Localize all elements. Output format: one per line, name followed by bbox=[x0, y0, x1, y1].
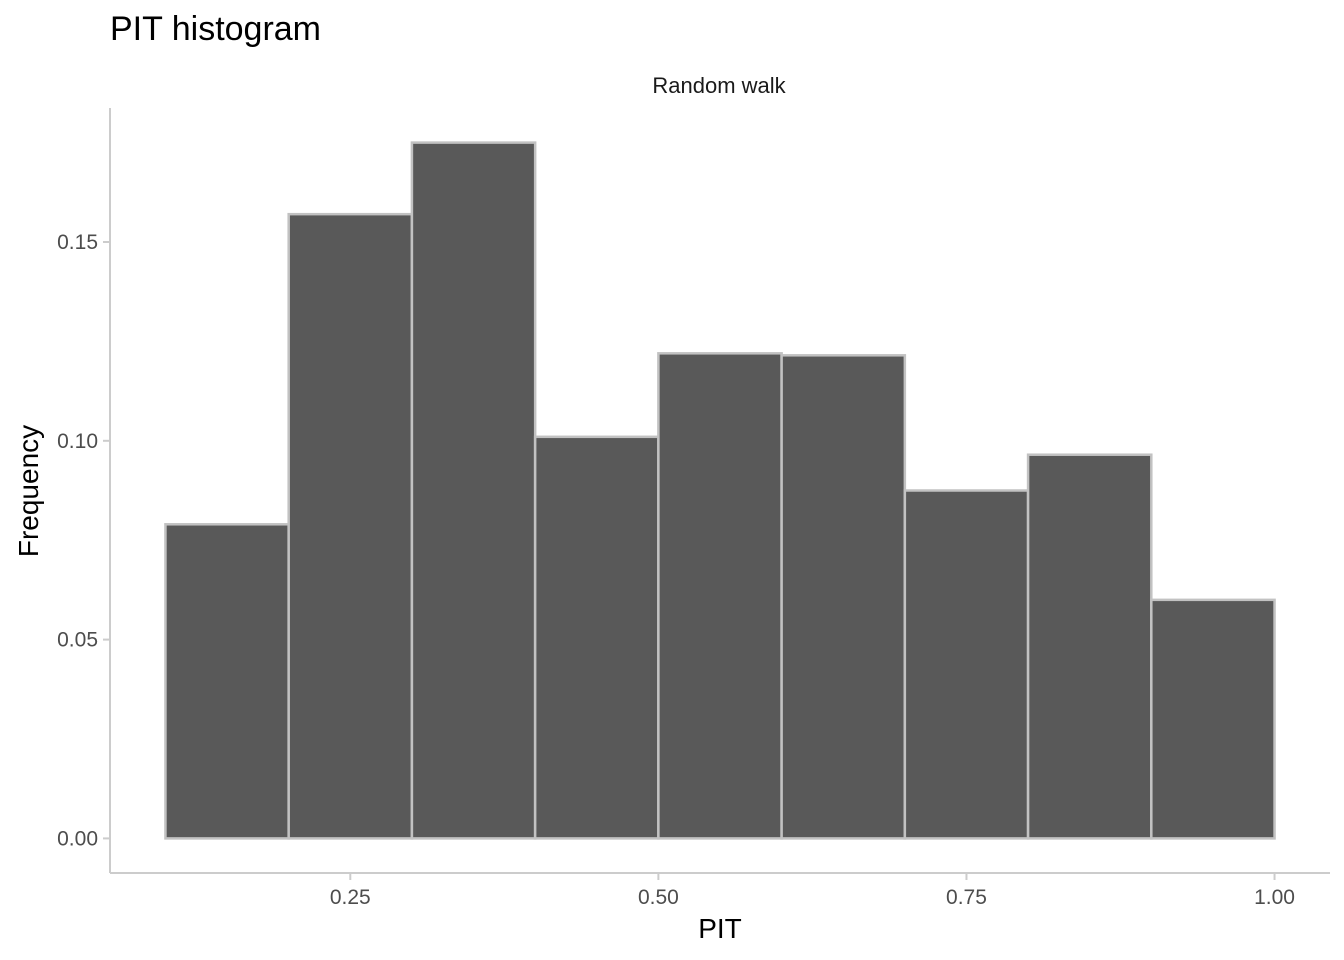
x-tick-label: 0.25 bbox=[330, 886, 371, 909]
histogram-bar-2 bbox=[287, 212, 414, 840]
y-ticks-group: 0.00 0.05 0.10 0.15 bbox=[57, 231, 110, 850]
y-tick-label: 0.10 bbox=[57, 430, 98, 453]
y-tick-label: 0.15 bbox=[57, 231, 98, 254]
chart-title: PIT histogram bbox=[110, 10, 321, 48]
histogram-bar-1 bbox=[164, 523, 290, 840]
facet-label: Random walk bbox=[652, 73, 786, 98]
axes-group bbox=[109, 108, 1330, 874]
histogram-bar-4 bbox=[533, 435, 660, 840]
histogram-bar-7 bbox=[903, 489, 1030, 840]
x-tick-label: 0.50 bbox=[638, 886, 679, 909]
y-tick-label: 0.05 bbox=[57, 629, 98, 652]
y-tick-label: 0.00 bbox=[57, 827, 98, 850]
histogram-bar-8 bbox=[1026, 453, 1153, 840]
x-tick-label: 1.00 bbox=[1254, 886, 1295, 909]
x-tick-label: 0.75 bbox=[946, 886, 987, 909]
histogram-bar-9 bbox=[1150, 598, 1276, 840]
y-axis-title: Frequency bbox=[13, 425, 44, 557]
bars-group bbox=[164, 141, 1276, 840]
x-axis-title: PIT bbox=[698, 913, 742, 944]
histogram-bar-5 bbox=[657, 352, 783, 840]
histogram-bar-3 bbox=[410, 141, 537, 840]
histogram-bar-6 bbox=[780, 354, 907, 840]
x-ticks-group: 0.25 0.50 0.75 1.00 bbox=[330, 873, 1295, 909]
